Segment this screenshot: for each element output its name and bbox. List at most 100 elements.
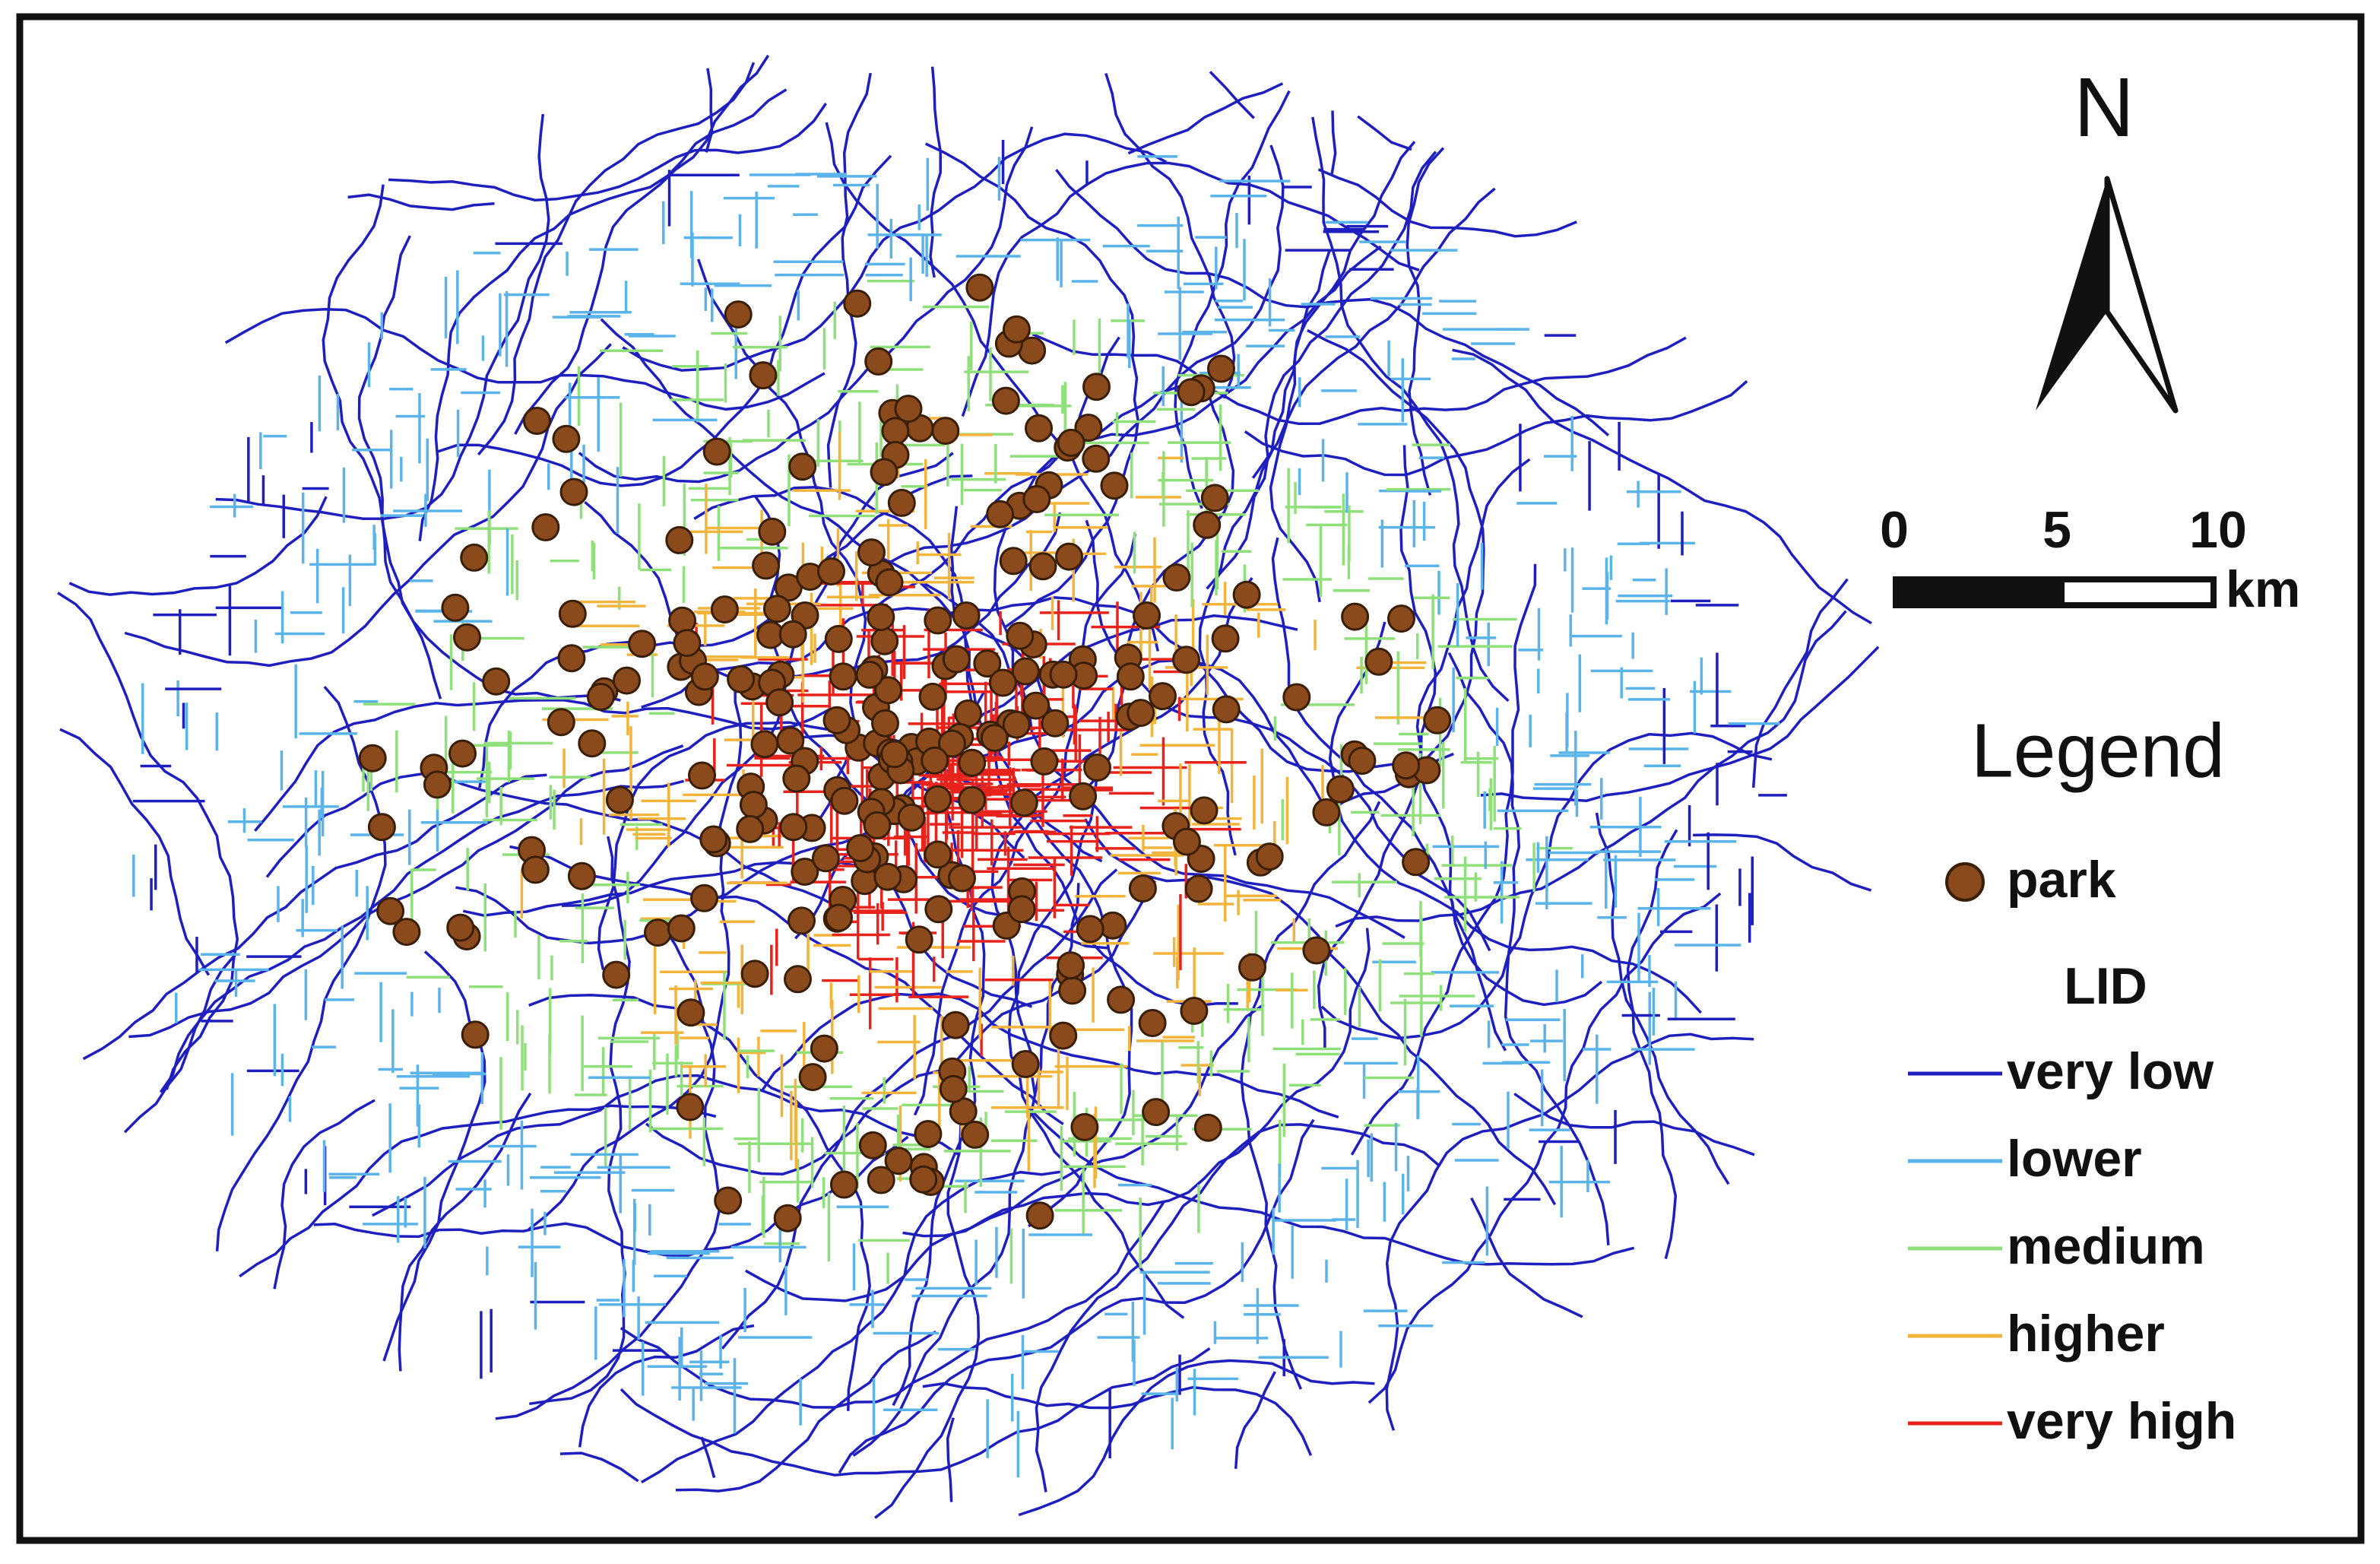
park bbox=[460, 543, 489, 572]
park bbox=[446, 913, 475, 942]
park bbox=[1100, 471, 1129, 500]
park bbox=[880, 740, 909, 769]
park bbox=[1082, 373, 1111, 401]
park bbox=[578, 729, 607, 758]
park bbox=[557, 644, 586, 673]
road bbox=[1104, 72, 1236, 399]
road bbox=[929, 66, 942, 278]
park bbox=[1006, 621, 1035, 650]
park bbox=[894, 395, 923, 424]
park bbox=[1025, 414, 1053, 443]
road bbox=[825, 122, 1160, 652]
north-arrow-left bbox=[2036, 179, 2107, 411]
park bbox=[1190, 796, 1219, 825]
road bbox=[82, 773, 547, 1061]
park bbox=[779, 813, 808, 842]
road bbox=[1367, 892, 1722, 1404]
legend-label: medium bbox=[2007, 1217, 2205, 1275]
park bbox=[855, 660, 884, 689]
road bbox=[313, 1135, 909, 1258]
park bbox=[939, 1074, 968, 1103]
park bbox=[702, 437, 731, 466]
park bbox=[676, 1093, 705, 1121]
park bbox=[954, 699, 983, 728]
road bbox=[700, 1436, 716, 1478]
park bbox=[673, 629, 702, 658]
road bbox=[1626, 829, 1678, 1260]
park bbox=[843, 289, 872, 318]
road bbox=[128, 744, 684, 1039]
park bbox=[559, 477, 588, 506]
road bbox=[1317, 168, 1577, 238]
park bbox=[613, 666, 641, 695]
park bbox=[1402, 848, 1431, 877]
road bbox=[215, 113, 550, 520]
road bbox=[826, 72, 872, 488]
park bbox=[829, 662, 857, 691]
scale-segment bbox=[1893, 576, 2062, 608]
park bbox=[482, 667, 511, 696]
park bbox=[758, 517, 787, 546]
park bbox=[952, 601, 981, 630]
park bbox=[1387, 604, 1415, 633]
legend-label: higher bbox=[2007, 1305, 2165, 1363]
road bbox=[559, 1451, 639, 1483]
road bbox=[913, 533, 1137, 1116]
park bbox=[586, 683, 615, 711]
lid-legend: very low lower medium higher very high bbox=[1908, 1042, 2236, 1450]
road bbox=[924, 142, 1139, 628]
park bbox=[1364, 647, 1393, 676]
north-arrow-right bbox=[2104, 176, 2179, 414]
road bbox=[1240, 801, 1381, 1390]
park bbox=[778, 620, 807, 649]
road bbox=[645, 880, 1157, 1175]
park bbox=[522, 407, 551, 435]
park bbox=[1127, 699, 1155, 728]
park bbox=[1211, 624, 1240, 653]
road bbox=[509, 845, 1064, 1125]
park bbox=[817, 557, 845, 585]
park bbox=[1177, 378, 1206, 407]
road bbox=[495, 926, 721, 1420]
park bbox=[999, 547, 1028, 576]
park bbox=[547, 708, 575, 737]
park bbox=[958, 785, 987, 814]
road bbox=[946, 1417, 955, 1502]
scale-bar: 0 5 10 km bbox=[1880, 501, 2300, 618]
road bbox=[1751, 578, 1849, 788]
park bbox=[924, 840, 952, 869]
park bbox=[710, 595, 739, 624]
road bbox=[1320, 731, 1773, 1040]
park bbox=[1348, 747, 1377, 775]
park bbox=[667, 914, 696, 943]
road bbox=[1055, 169, 1610, 436]
road bbox=[1234, 1371, 1276, 1469]
road bbox=[641, 1170, 1063, 1484]
road bbox=[436, 154, 892, 487]
park bbox=[376, 896, 405, 925]
park bbox=[887, 488, 916, 517]
park bbox=[1049, 660, 1078, 689]
park bbox=[973, 649, 1002, 678]
park bbox=[798, 1063, 827, 1092]
park bbox=[1058, 976, 1087, 1005]
park bbox=[921, 746, 949, 775]
park bbox=[980, 724, 1009, 753]
park bbox=[791, 858, 819, 886]
park bbox=[1207, 354, 1235, 383]
park bbox=[690, 884, 718, 912]
road bbox=[1335, 610, 1847, 928]
park bbox=[1002, 315, 1031, 344]
park bbox=[909, 1165, 938, 1194]
legend-label: very high bbox=[2007, 1392, 2236, 1450]
park bbox=[1041, 709, 1070, 738]
park bbox=[986, 500, 1015, 528]
park bbox=[1138, 1009, 1167, 1037]
park bbox=[941, 1010, 970, 1039]
park bbox=[358, 744, 387, 772]
park bbox=[1083, 753, 1111, 782]
park-points bbox=[358, 273, 1452, 1232]
road bbox=[418, 88, 788, 541]
park bbox=[918, 682, 947, 711]
park bbox=[864, 347, 893, 376]
